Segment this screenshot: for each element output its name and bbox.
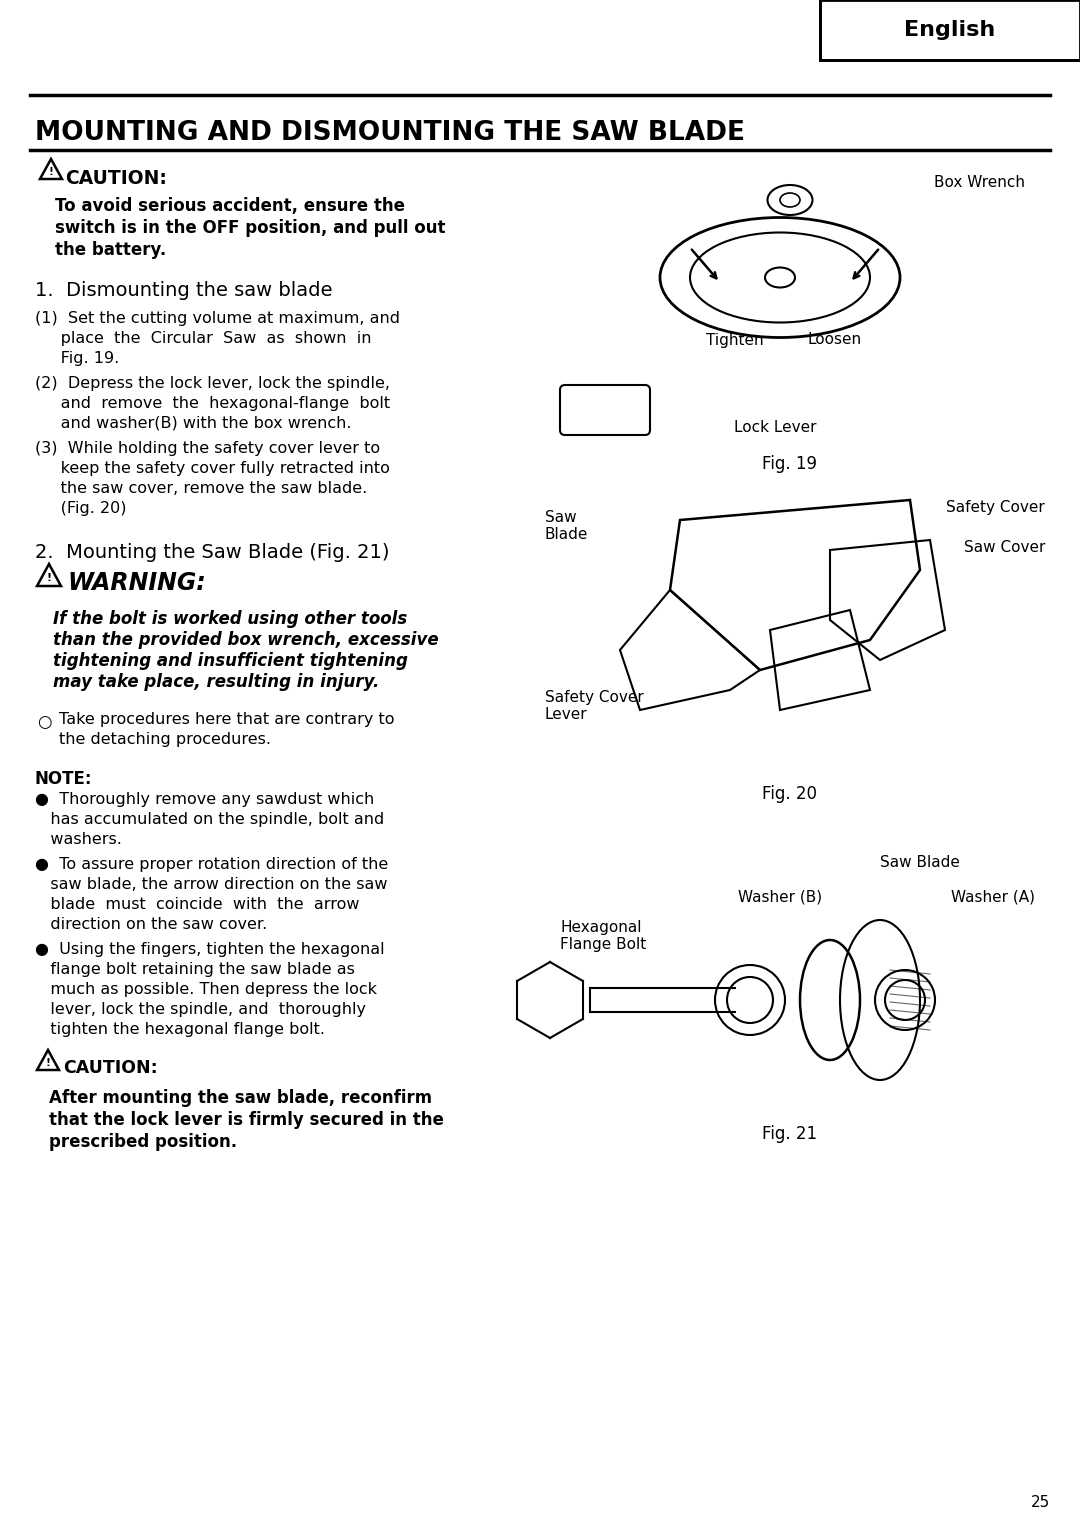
Text: ●  To assure proper rotation direction of the: ● To assure proper rotation direction of… (35, 856, 388, 872)
Text: To avoid serious accident, ensure the: To avoid serious accident, ensure the (55, 197, 405, 216)
Text: ●  Thoroughly remove any sawdust which: ● Thoroughly remove any sawdust which (35, 792, 375, 807)
Text: ○: ○ (37, 713, 52, 731)
Text: place  the  Circular  Saw  as  shown  in: place the Circular Saw as shown in (35, 330, 372, 346)
Text: If the bolt is worked using other tools: If the bolt is worked using other tools (53, 610, 407, 628)
Text: Safety Cover
Lever: Safety Cover Lever (545, 690, 644, 722)
Text: 2.  Mounting the Saw Blade (Fig. 21): 2. Mounting the Saw Blade (Fig. 21) (35, 543, 390, 563)
Text: Fig. 20: Fig. 20 (762, 784, 818, 803)
Text: Washer (B): Washer (B) (738, 890, 822, 905)
Text: Hexagonal
Flange Bolt: Hexagonal Flange Bolt (561, 920, 646, 953)
Text: 25: 25 (1030, 1495, 1050, 1511)
Text: tightening and insufficient tightening: tightening and insufficient tightening (53, 651, 408, 670)
Text: Take procedures here that are contrary to: Take procedures here that are contrary t… (59, 713, 394, 726)
Text: (3)  While holding the safety cover lever to: (3) While holding the safety cover lever… (35, 440, 380, 456)
Text: much as possible. Then depress the lock: much as possible. Then depress the lock (35, 982, 377, 997)
Text: MOUNTING AND DISMOUNTING THE SAW BLADE: MOUNTING AND DISMOUNTING THE SAW BLADE (35, 119, 745, 145)
Text: flange bolt retaining the saw blade as: flange bolt retaining the saw blade as (35, 962, 355, 977)
Ellipse shape (765, 268, 795, 287)
Text: has accumulated on the spindle, bolt and: has accumulated on the spindle, bolt and (35, 812, 384, 827)
Text: Tighten: Tighten (706, 332, 764, 347)
Text: !: ! (46, 573, 52, 583)
Text: ●  Using the fingers, tighten the hexagonal: ● Using the fingers, tighten the hexagon… (35, 942, 384, 957)
Text: blade  must  coincide  with  the  arrow: blade must coincide with the arrow (35, 898, 360, 911)
Text: Fig. 19.: Fig. 19. (35, 352, 119, 365)
Text: Saw Blade: Saw Blade (880, 855, 960, 870)
Text: may take place, resulting in injury.: may take place, resulting in injury. (53, 673, 379, 691)
Text: Washer (A): Washer (A) (951, 890, 1035, 905)
Text: (Fig. 20): (Fig. 20) (35, 502, 126, 515)
Text: (2)  Depress the lock lever, lock the spindle,: (2) Depress the lock lever, lock the spi… (35, 376, 390, 391)
Text: Saw Cover: Saw Cover (963, 540, 1045, 555)
Text: washers.: washers. (35, 832, 122, 847)
Text: saw blade, the arrow direction on the saw: saw blade, the arrow direction on the sa… (35, 878, 388, 891)
Text: CAUTION:: CAUTION: (65, 170, 167, 188)
Text: and  remove  the  hexagonal-flange  bolt: and remove the hexagonal-flange bolt (35, 396, 390, 411)
Text: Safety Cover: Safety Cover (946, 500, 1045, 515)
Text: Saw
Blade: Saw Blade (545, 511, 589, 543)
Text: Fig. 19: Fig. 19 (762, 456, 818, 472)
Text: Lock Lever: Lock Lever (733, 420, 816, 434)
Text: !: ! (49, 167, 53, 177)
Text: that the lock lever is firmly secured in the: that the lock lever is firmly secured in… (49, 1112, 444, 1128)
Text: the battery.: the battery. (55, 242, 166, 258)
Text: direction on the saw cover.: direction on the saw cover. (35, 917, 267, 933)
Text: prescribed position.: prescribed position. (49, 1133, 238, 1151)
Text: than the provided box wrench, excessive: than the provided box wrench, excessive (53, 631, 438, 648)
FancyBboxPatch shape (820, 0, 1080, 60)
Text: After mounting the saw blade, reconfirm: After mounting the saw blade, reconfirm (49, 1089, 432, 1107)
Text: lever, lock the spindle, and  thoroughly: lever, lock the spindle, and thoroughly (35, 1001, 366, 1017)
Text: !: ! (45, 1058, 51, 1067)
Text: the saw cover, remove the saw blade.: the saw cover, remove the saw blade. (35, 482, 367, 495)
Text: 1.  Dismounting the saw blade: 1. Dismounting the saw blade (35, 281, 333, 300)
Text: CAUTION:: CAUTION: (63, 1060, 158, 1076)
Text: Box Wrench: Box Wrench (934, 174, 1025, 190)
Text: Loosen: Loosen (808, 332, 862, 347)
Text: English: English (904, 20, 996, 40)
Text: and washer(B) with the box wrench.: and washer(B) with the box wrench. (35, 416, 351, 431)
Text: switch is in the OFF position, and pull out: switch is in the OFF position, and pull … (55, 219, 446, 237)
Text: (1)  Set the cutting volume at maximum, and: (1) Set the cutting volume at maximum, a… (35, 310, 400, 326)
Text: NOTE:: NOTE: (35, 771, 93, 787)
Text: Fig. 21: Fig. 21 (762, 1125, 818, 1144)
Text: WARNING:: WARNING: (67, 570, 206, 595)
Text: tighten the hexagonal flange bolt.: tighten the hexagonal flange bolt. (35, 1021, 325, 1037)
Text: keep the safety cover fully retracted into: keep the safety cover fully retracted in… (35, 462, 390, 476)
Text: the detaching procedures.: the detaching procedures. (59, 732, 271, 748)
